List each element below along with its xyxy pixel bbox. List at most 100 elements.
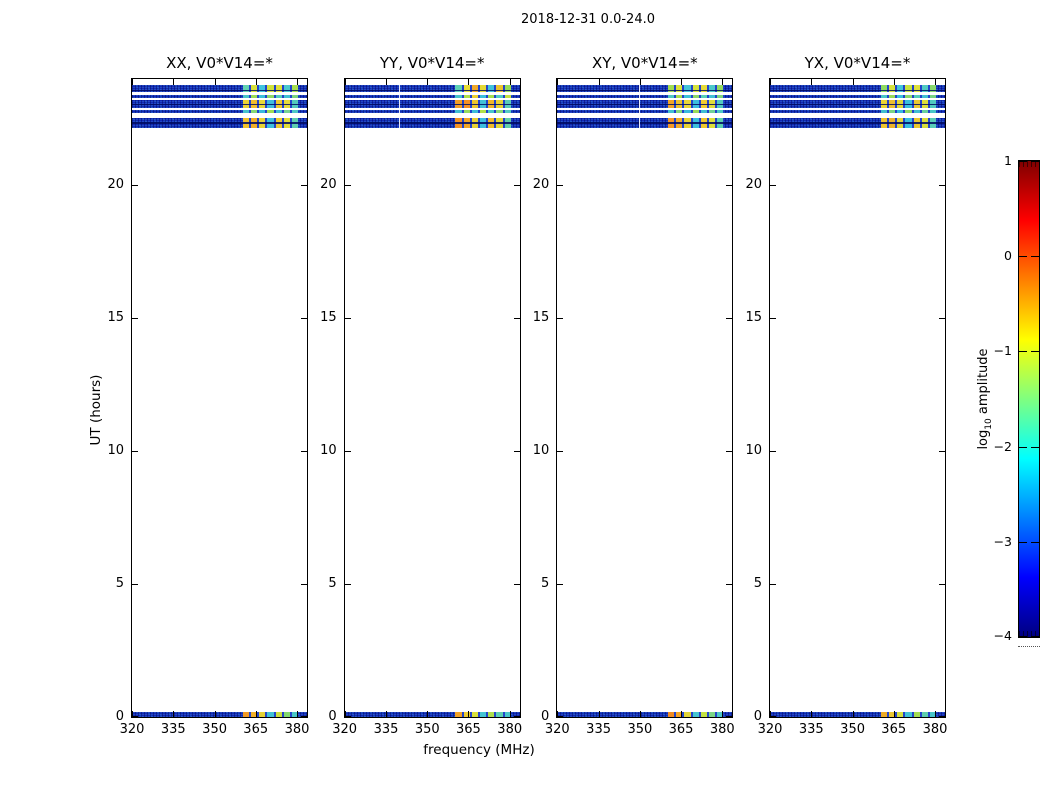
x-tick-bottom — [557, 711, 559, 717]
rfi-band-segment — [880, 85, 887, 92]
rfi-bright-band — [880, 94, 937, 98]
rfi-band-segment — [259, 85, 266, 92]
rfi-band-segment — [267, 94, 274, 98]
rfi-band-segment — [929, 109, 937, 114]
rfi-band-segment — [471, 94, 479, 98]
colorbar-tick — [1019, 541, 1027, 543]
rfi-band-segment — [242, 711, 249, 717]
x-tick-bottom — [214, 711, 216, 717]
colorbar-tick — [1019, 351, 1027, 353]
y-tick-right — [513, 184, 520, 186]
y-tick-label: 20 — [320, 177, 337, 193]
y-tick-label: 0 — [753, 709, 762, 724]
rfi-band-segment — [242, 85, 249, 92]
colorbar-tick-label: 1 — [1004, 153, 1012, 168]
rfi-band-segment — [275, 94, 282, 98]
y-tick-left — [344, 716, 351, 717]
y-tick-label: 15 — [532, 310, 550, 326]
x-tick-top — [681, 79, 683, 85]
y-tick-label: 10 — [320, 443, 337, 459]
rfi-band-segment — [684, 85, 691, 92]
rfi-bright-band — [668, 109, 724, 114]
rfi-band-segment — [905, 85, 912, 92]
y-tick-label: 5 — [541, 576, 550, 592]
rfi-bright-band — [880, 711, 937, 717]
colorbar-label-suffix: amplitude — [976, 348, 992, 419]
x-axis-label: frequency (MHz) — [423, 742, 535, 758]
x-tick-top — [427, 79, 429, 85]
stripe-gap-line — [557, 103, 733, 106]
rfi-band-segment — [897, 711, 904, 717]
x-tick-top — [385, 79, 387, 85]
rfi-band-segment — [888, 85, 896, 92]
y-tick-left — [557, 450, 564, 452]
stripe-gap-line — [344, 103, 520, 106]
rfi-band-segment — [250, 109, 258, 114]
rfi-band-segment — [897, 94, 904, 98]
y-tick-label: 10 — [107, 443, 124, 459]
rfi-band-segment — [496, 109, 503, 114]
x-tick-bottom — [132, 711, 133, 717]
rfi-band-segment — [700, 711, 708, 717]
rfi-band-segment — [929, 85, 937, 92]
y-tick-right — [301, 716, 307, 717]
rfi-band-segment — [921, 85, 928, 92]
y-tick-label: 15 — [320, 310, 337, 326]
colorbar-tick — [1019, 446, 1027, 448]
cb-hatch-bottom — [1019, 631, 1039, 637]
y-tick-label: 0 — [328, 709, 337, 724]
rfi-stripe-d — [770, 109, 945, 114]
rfi-bright-band — [668, 711, 724, 717]
colorbar-tick — [1019, 256, 1027, 258]
rfi-band-segment — [717, 109, 724, 114]
rfi-band-segment — [709, 94, 716, 98]
y-tick-label: 0 — [115, 709, 124, 724]
rfi-band-segment — [921, 109, 928, 114]
y-tick-right — [301, 583, 307, 585]
y-tick-label: 10 — [745, 443, 762, 459]
y-tick-left — [557, 184, 564, 186]
rfi-band-segment — [921, 94, 928, 98]
x-tick-bottom — [852, 711, 854, 717]
rfi-band-segment — [471, 109, 479, 114]
rfi-band-segment — [275, 85, 282, 92]
y-tick-label: 5 — [753, 576, 762, 592]
rfi-band-segment — [480, 94, 487, 98]
y-tick-left — [770, 317, 776, 319]
stripe-gap-line — [770, 89, 945, 92]
x-tick-label: 365 — [456, 722, 481, 737]
rfi-band-segment — [905, 94, 912, 98]
y-tick-right — [301, 317, 307, 319]
x-tick-top — [722, 79, 724, 85]
y-tick-label: 5 — [328, 576, 337, 592]
y-tick-left — [557, 716, 564, 717]
rfi-stripe-d — [344, 109, 520, 114]
colorbar-tick — [1031, 351, 1039, 353]
rfi-band-segment — [480, 85, 487, 92]
heatmap-panel-xx — [131, 78, 308, 718]
x-tick-label: 365 — [243, 722, 269, 737]
rfi-band-segment — [692, 711, 699, 717]
y-tick-right — [513, 716, 520, 717]
y-tick-left — [557, 317, 564, 319]
rfi-band-segment — [250, 711, 258, 717]
colorbar-tick — [1019, 636, 1027, 637]
rfi-band-segment — [676, 109, 683, 114]
y-tick-right — [726, 716, 733, 717]
rfi-band-segment — [913, 711, 920, 717]
rfi-band-segment — [259, 94, 266, 98]
y-tick-right — [513, 583, 520, 585]
rfi-band-segment — [504, 711, 511, 717]
x-tick-bottom — [893, 711, 895, 717]
y-tick-right — [939, 184, 945, 186]
y-tick-right — [726, 317, 733, 319]
rfi-bright-band — [668, 85, 724, 92]
x-tick-bottom — [681, 711, 683, 717]
x-tick-label: 320 — [544, 722, 570, 737]
x-tick-label: 335 — [160, 722, 186, 737]
rfi-band-segment — [897, 109, 904, 114]
x-tick-top — [852, 79, 854, 85]
y-tick-right — [939, 583, 945, 585]
missing-channel-line — [639, 79, 641, 132]
